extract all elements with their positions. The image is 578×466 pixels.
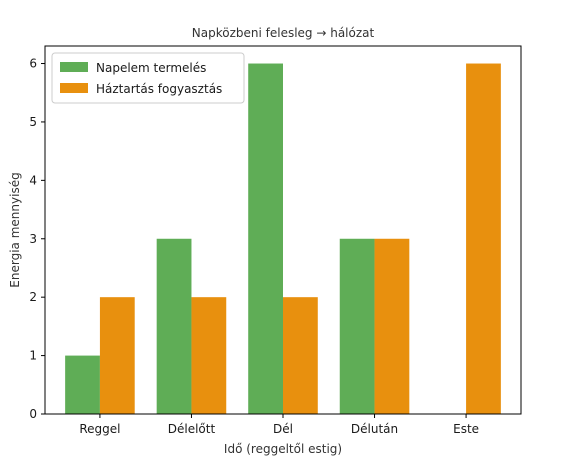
bar-consumption-4 <box>466 63 501 415</box>
x-tick-label: Délután <box>351 422 398 436</box>
plot-frame <box>44 45 522 415</box>
x-ticks: Reggel Délelőtt Dél Délután Este <box>79 414 479 436</box>
x-axis-label: Idő (reggeltől estig) <box>224 442 342 456</box>
y-tick-label: 0 <box>29 407 37 421</box>
y-tick-label: 6 <box>29 57 37 71</box>
legend-swatch-production <box>60 62 88 72</box>
bar-consumption-0 <box>99 297 135 414</box>
y-tick-label: 2 <box>29 290 37 304</box>
bar-consumption-2 <box>283 297 318 414</box>
y-ticks: 0 1 2 3 4 5 6 <box>29 57 45 421</box>
bar-production-2 <box>248 63 283 415</box>
bars-group <box>65 63 501 415</box>
x-tick-label: Reggel <box>79 422 120 436</box>
legend-label-consumption: Háztartás fogyasztás <box>96 82 222 96</box>
legend-box <box>51 52 245 104</box>
x-tick-label: Este <box>453 422 479 436</box>
y-tick-label: 4 <box>29 173 37 187</box>
bar-production-1 <box>156 238 192 414</box>
bar-consumption-1 <box>191 297 227 414</box>
y-tick-label: 1 <box>29 349 37 363</box>
bar-production-3 <box>339 238 375 414</box>
legend-label-production: Napelem termelés <box>96 61 206 75</box>
legend-swatch-consumption <box>60 83 88 93</box>
y-tick-label: 5 <box>29 115 37 129</box>
bar-consumption-3 <box>374 238 410 414</box>
chart-title: Napközbeni felesleg → hálózat <box>192 26 375 40</box>
x-tick-label: Dél <box>273 422 293 436</box>
x-tick-label: Délelőtt <box>168 422 216 436</box>
legend: Napelem termelés Háztartás fogyasztás <box>51 52 245 104</box>
y-axis-label: Energia mennyiség <box>8 172 22 287</box>
y-tick-label: 3 <box>29 232 37 246</box>
bar-production-0 <box>65 355 100 414</box>
